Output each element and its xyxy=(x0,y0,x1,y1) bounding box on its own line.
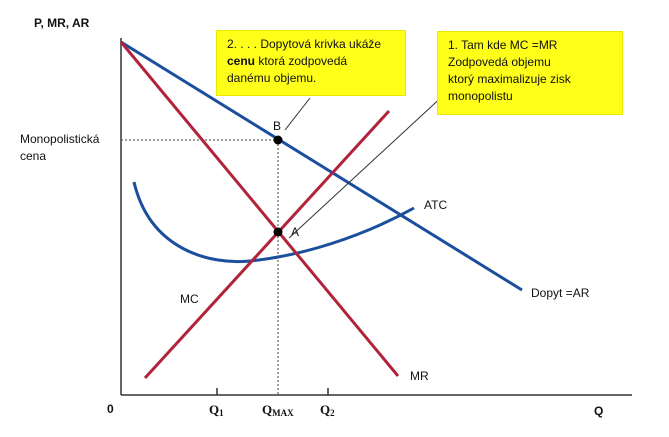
tick-label-qmax: QMAX xyxy=(262,402,294,418)
mr-line xyxy=(119,41,400,377)
callout-1-line1: 1. Tam kde MC =MR xyxy=(448,38,558,52)
callout-quantity: 1. Tam kde MC =MR Zodpovedá objemu ktorý… xyxy=(437,31,623,115)
origin-label: 0 xyxy=(107,402,114,416)
callout-1-line4: monopolistu xyxy=(448,89,513,103)
callout-2-pointer xyxy=(284,97,311,131)
point-b-label: B xyxy=(273,119,281,133)
series-label-demand: Dopyt =AR xyxy=(531,286,590,300)
point-b xyxy=(273,135,283,145)
callout-1-line2: Zodpovedá objemu xyxy=(448,55,551,69)
price-label-line2: cena xyxy=(20,149,46,163)
tick-label-q1: Q1 xyxy=(209,402,224,418)
callout-2-line2: cenu ktorá zodpovedá xyxy=(227,53,399,70)
callout-price: 2. . . . Dopytová krivka ukáže cenu ktor… xyxy=(216,30,406,96)
series-label-atc: ATC xyxy=(424,198,447,212)
point-a xyxy=(273,227,283,237)
callout-1-pointer xyxy=(288,92,447,239)
callout-2-line3: danému objemu. xyxy=(227,71,317,85)
callout-2-bold-word: cenu xyxy=(227,54,256,68)
demand-ar-line xyxy=(120,40,523,292)
series-label-mc: MC xyxy=(180,292,199,306)
callout-2-line1: 2. . . . Dopytová krivka ukáže xyxy=(227,37,382,51)
atc-curve xyxy=(132,181,415,264)
x-axis-label: Q xyxy=(594,404,603,418)
price-label-line1: Monopolistická xyxy=(20,132,100,146)
mc-line xyxy=(143,109,391,380)
tick-label-q2: Q2 xyxy=(320,402,335,418)
callout-1-line3: ktorý maximalizuje zisk xyxy=(448,72,571,86)
series-label-mr: MR xyxy=(410,369,429,383)
callout-2-line2-rest: ktorá zodpovedá xyxy=(255,54,348,68)
y-axis-label: P, MR, AR xyxy=(34,16,90,30)
